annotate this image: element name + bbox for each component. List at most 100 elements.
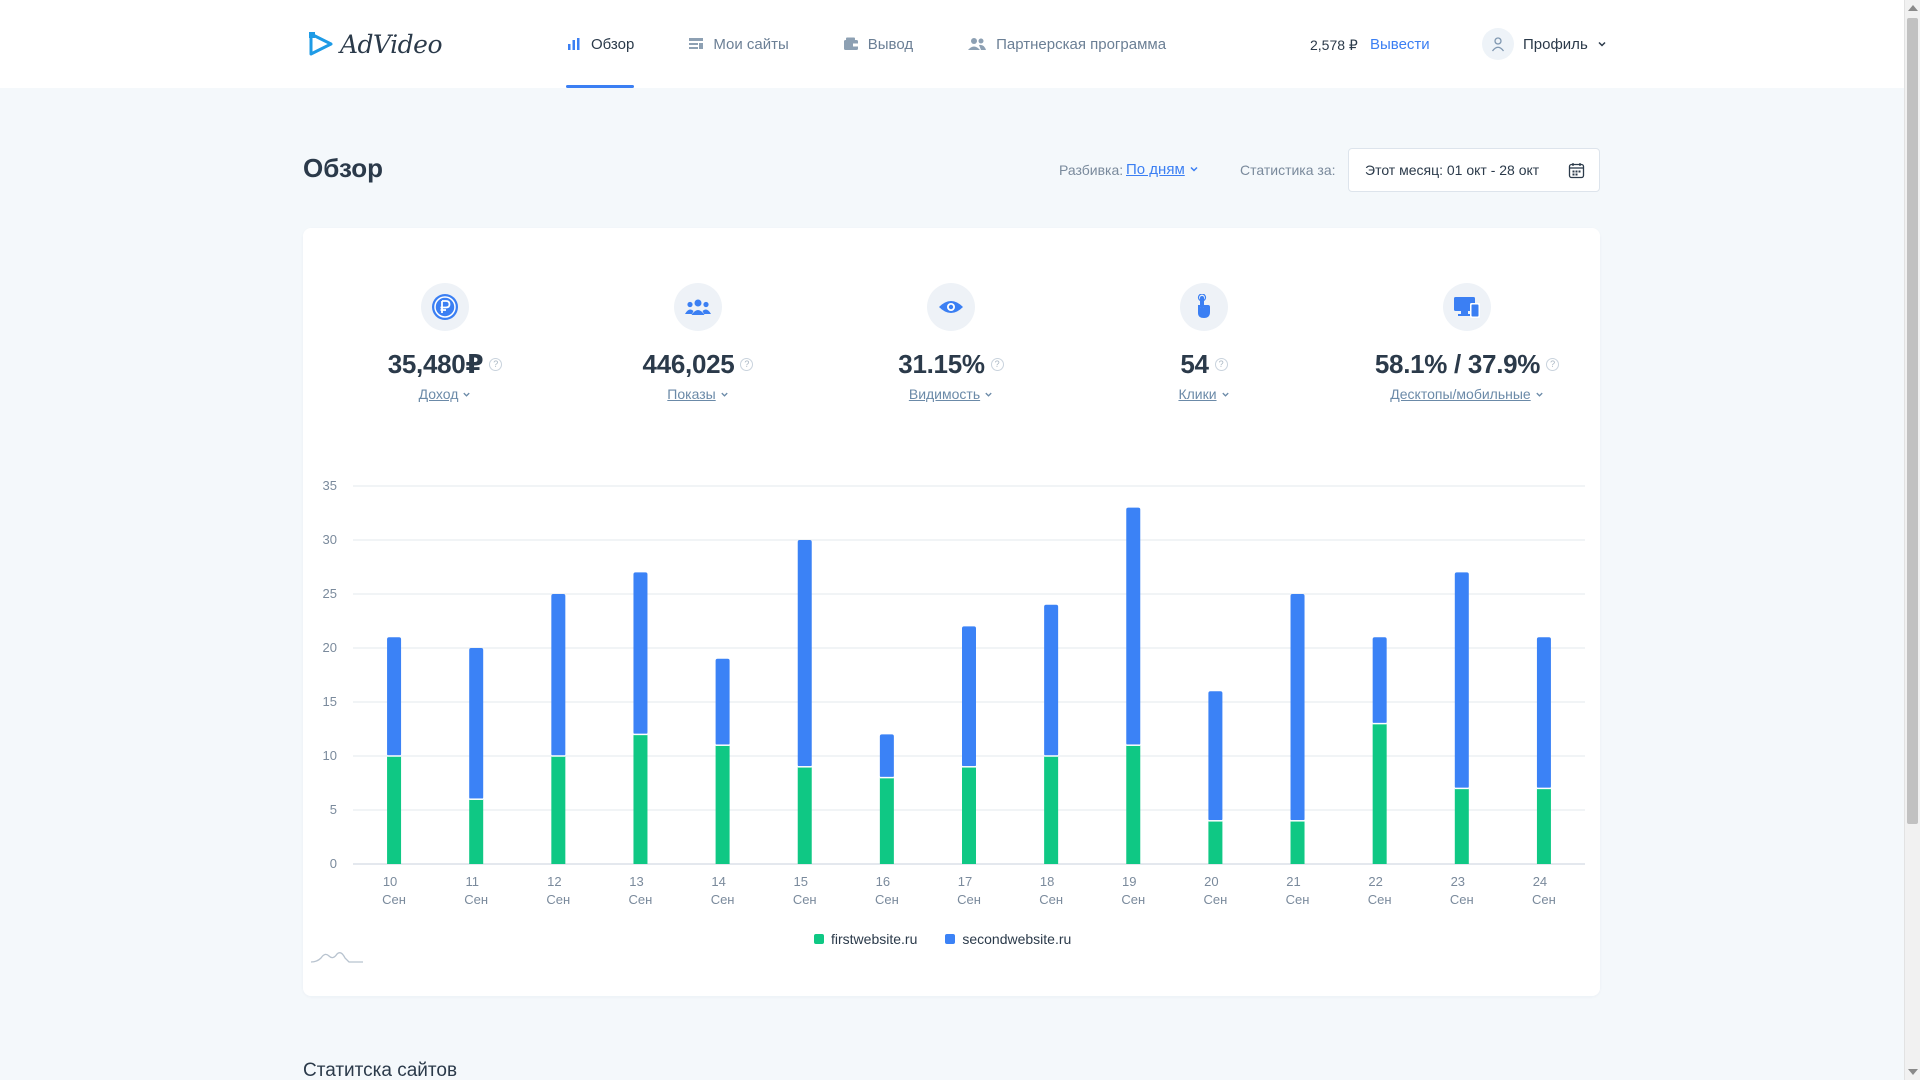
metric-clicks-value: 54 [1180, 349, 1209, 379]
bar-segment-firstwebsite [387, 756, 402, 864]
logo[interactable]: AdVideo [308, 28, 443, 60]
help-icon[interactable]: ? [1214, 358, 1228, 371]
x-tick-label: 10 [383, 874, 397, 889]
x-tick-sublabel: Сен [629, 892, 653, 907]
nav-my-sites-label: Мои сайты [713, 35, 789, 53]
x-tick-sublabel: Сен [793, 892, 817, 907]
help-icon[interactable]: ? [990, 358, 1004, 371]
x-tick-sublabel: Сен [1203, 892, 1227, 907]
overview-card: 35,480₽ ? Доход 446,025 ? Показы 31.15% … [303, 228, 1600, 996]
bar-segment-secondwebsite [387, 637, 402, 756]
scroll-down-arrow-icon[interactable] [1908, 1069, 1918, 1075]
bar-segment-firstwebsite [879, 777, 894, 864]
chart-legend: firstwebsite.ru secondwebsite.ru [814, 931, 1071, 947]
stacked-bar-chart: 0 5 10 15 20 25 30 35 10 Сен 11 Сен 12 Сен 13 Сен 14 Сен 1… [323, 478, 1585, 907]
metric-visibility-label[interactable]: Видимость [909, 386, 993, 402]
breakdown-dropdown[interactable]: По дням [1126, 161, 1199, 178]
bar-segment-secondwebsite [1208, 691, 1223, 821]
y-tick-label: 20 [323, 640, 337, 655]
chevron-down-icon [1536, 392, 1543, 397]
bar-segment-secondwebsite [1372, 637, 1387, 724]
user-avatar-icon [1482, 28, 1514, 60]
metric-income-value: 35,480₽ [387, 349, 484, 379]
x-tick-sublabel: Сен [1286, 892, 1310, 907]
bar-segment-secondwebsite [469, 648, 484, 800]
bar-segment-secondwebsite [1044, 604, 1059, 756]
breakdown-label: Разбивка: [1059, 162, 1124, 178]
y-tick-label: 30 [323, 532, 337, 547]
nav-overview[interactable]: Обзор [566, 0, 635, 88]
legend-item-firstwebsite[interactable]: firstwebsite.ru [814, 931, 917, 947]
x-tick-sublabel: Сен [1121, 892, 1145, 907]
bar-segment-firstwebsite [1208, 820, 1223, 864]
x-tick-label: 24 [1533, 874, 1547, 889]
bar-segment-secondwebsite [715, 658, 730, 746]
x-tick-label: 15 [793, 874, 807, 889]
x-tick-label: 21 [1286, 874, 1300, 889]
metric-visibility: 31.15% ? Видимость [871, 283, 1031, 404]
y-tick-label: 25 [323, 586, 337, 601]
nav-withdrawal[interactable]: Вывод [843, 0, 913, 88]
bar-segment-secondwebsite [1454, 572, 1469, 789]
page-scrollbar[interactable] [1904, 0, 1920, 1080]
help-icon[interactable]: ? [1546, 358, 1560, 371]
metric-clicks-label-text: Клики [1178, 386, 1217, 402]
scroll-up-arrow-icon[interactable] [1908, 5, 1918, 11]
metric-clicks-label[interactable]: Клики [1178, 386, 1229, 402]
bar-segment-firstwebsite [633, 734, 648, 864]
calendar-icon [1568, 162, 1585, 182]
x-tick-sublabel: Сен [711, 892, 735, 907]
breakdown-value: По дням [1126, 161, 1185, 178]
legend-label: firstwebsite.ru [831, 931, 918, 947]
nav-partner-program-label: Партнерская программа [996, 35, 1167, 53]
metric-income-label[interactable]: Доход [419, 386, 472, 402]
scroll-thumb[interactable] [1907, 18, 1918, 824]
x-tick-sublabel: Сен [1450, 892, 1474, 907]
x-tick-sublabel: Сен [1039, 892, 1063, 907]
chevron-down-icon [1189, 161, 1199, 178]
y-tick-label: 35 [323, 478, 337, 493]
x-tick-sublabel: Сен [464, 892, 488, 907]
chevron-down-icon [1221, 392, 1229, 397]
metric-impressions-value: 446,025 [642, 349, 735, 379]
nav-my-sites[interactable]: Мои сайты [688, 0, 789, 88]
list-icon [688, 36, 704, 52]
legend-swatch-blue [945, 934, 956, 944]
metric-visibility-value: 31.15% [898, 349, 985, 379]
profile-menu[interactable]: Профиль [1482, 28, 1607, 60]
withdraw-link[interactable]: Вывести [1370, 36, 1430, 53]
x-tick-label: 17 [958, 874, 972, 889]
bar-segment-firstwebsite [1126, 745, 1141, 864]
help-icon[interactable]: ? [740, 358, 754, 371]
bar-segment-firstwebsite [797, 766, 812, 864]
logo-text: AdVideo [340, 29, 443, 59]
metric-impressions-label[interactable]: Показы [667, 386, 728, 402]
bar-segment-firstwebsite [1044, 756, 1059, 864]
bar-segment-secondwebsite [551, 594, 566, 756]
bar-segment-firstwebsite [551, 756, 566, 864]
metric-income-label-text: Доход [418, 386, 459, 402]
bar-segment-secondwebsite [1290, 594, 1305, 821]
help-icon[interactable]: ? [489, 358, 503, 371]
wallet-icon [843, 36, 859, 52]
x-tick-sublabel: Сен [1532, 892, 1556, 907]
metric-devices-label[interactable]: Десктопы/мобильные [1390, 386, 1543, 402]
legend-item-secondwebsite[interactable]: secondwebsite.ru [945, 931, 1071, 947]
date-range-picker[interactable]: Этот месяц: 01 окт - 28 окт [1348, 148, 1600, 192]
date-range-value: Этот месяц: 01 окт - 28 окт [1365, 162, 1540, 178]
top-navbar: AdVideo Обзор Мои сайты Вывод Партнерска… [0, 0, 1904, 88]
play-logo-icon [308, 31, 334, 57]
profile-label: Профиль [1523, 35, 1588, 53]
y-tick-label: 15 [323, 694, 337, 709]
page-title: Обзор [303, 153, 383, 183]
chevron-down-icon [463, 392, 471, 397]
sparkline-icon [309, 948, 365, 971]
metric-clicks: 54 ? Клики [1124, 283, 1284, 404]
balance-amount: 2,578 ₽ [1310, 37, 1358, 53]
nav-partner-program[interactable]: Партнерская программа [967, 0, 1166, 88]
metric-income: 35,480₽ ? Доход [365, 283, 525, 404]
legend-label: secondwebsite.ru [962, 931, 1072, 947]
bar-segment-secondwebsite [633, 572, 648, 735]
bar-segment-firstwebsite [1536, 788, 1551, 864]
eye-icon [927, 283, 975, 331]
